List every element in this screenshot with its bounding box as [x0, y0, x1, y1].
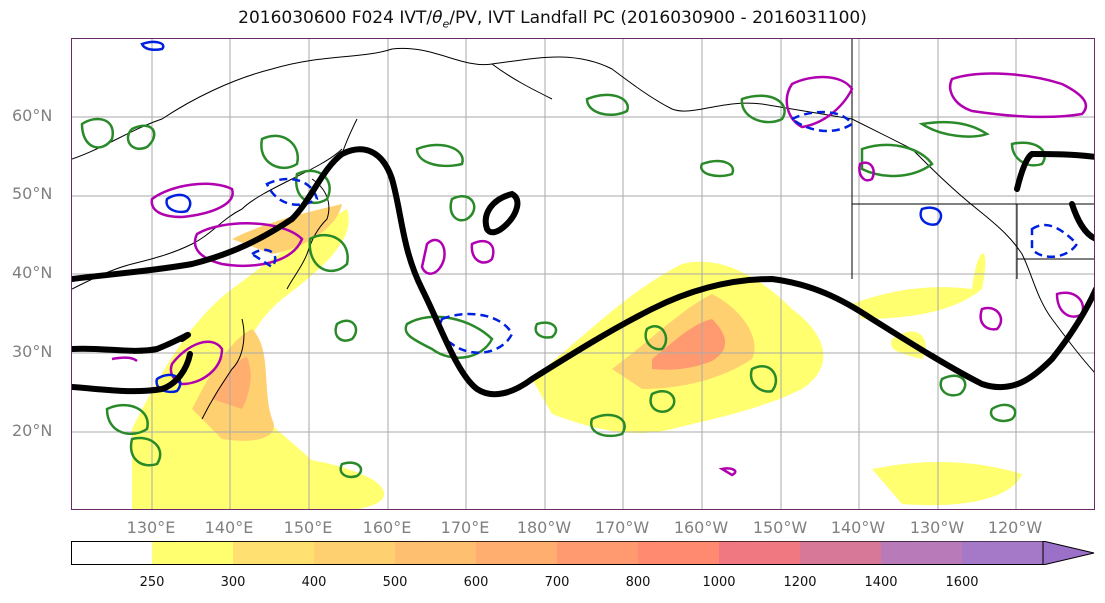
lat-label-40n: 40°N — [12, 263, 53, 282]
lat-label-60n: 60°N — [12, 106, 53, 125]
colorbar-segment — [557, 541, 638, 565]
colorbar-extend-arrow — [1042, 541, 1095, 565]
colorbar-tick-label: 600 — [463, 575, 489, 590]
colorbar-tick-label: 250 — [139, 575, 165, 590]
lon-label-130w: 130°W — [909, 518, 965, 537]
colorbar-segment — [881, 541, 962, 565]
colorbar-tick-label: 1400 — [864, 575, 898, 590]
colorbar-tick-label: 700 — [544, 575, 570, 590]
lon-label-150e: 150°E — [283, 518, 333, 537]
lon-label-150w: 150°W — [752, 518, 808, 537]
pv-positive-contours — [111, 72, 1088, 477]
colorbar-tick-label: 500 — [382, 575, 408, 590]
lon-label-140e: 140°E — [204, 518, 254, 537]
colorbar-segment — [314, 541, 395, 565]
colorbar-segment — [719, 541, 800, 565]
lon-label-120w: 120°W — [987, 518, 1043, 537]
colorbar-segment — [395, 541, 476, 565]
lon-label-170e: 170°E — [440, 518, 490, 537]
height-contours — [72, 146, 1094, 398]
colorbar — [71, 541, 1095, 565]
colorbar-segment — [152, 541, 233, 565]
lon-label-180w: 180°W — [516, 518, 572, 537]
lon-label-130e: 130°E — [126, 518, 176, 537]
colorbar-segment — [476, 541, 557, 565]
lon-label-160w: 160°W — [673, 518, 729, 537]
colorbar-segment — [800, 541, 881, 565]
colorbar-segment — [233, 541, 314, 565]
colorbar-tick-label: 800 — [625, 575, 651, 590]
lon-label-140w: 140°W — [830, 518, 886, 537]
figure-title: 2016030600 F024 IVT/θe/PV, IVT Landfall … — [238, 8, 867, 31]
lon-label-160e: 160°E — [362, 518, 412, 537]
lat-label-20n: 20°N — [12, 421, 53, 440]
colorbar-tick-label: 300 — [220, 575, 246, 590]
colorbar-tick-label: 400 — [301, 575, 327, 590]
colorbar-segment — [638, 541, 719, 565]
colorbar-tick-label: 1000 — [702, 575, 736, 590]
colorbar-segment — [962, 541, 1043, 565]
map-panel — [71, 38, 1095, 510]
colorbar-tick-label: 1200 — [783, 575, 817, 590]
colorbar-outline — [71, 541, 1044, 565]
map-canvas — [72, 39, 1094, 509]
lon-label-170w: 170°W — [594, 518, 650, 537]
lat-label-30n: 30°N — [12, 342, 53, 361]
theta-e-contours — [80, 93, 1046, 479]
colorbar-tick-label: 1600 — [945, 575, 979, 590]
colorbar-segment — [71, 541, 152, 565]
lat-label-50n: 50°N — [12, 184, 53, 203]
